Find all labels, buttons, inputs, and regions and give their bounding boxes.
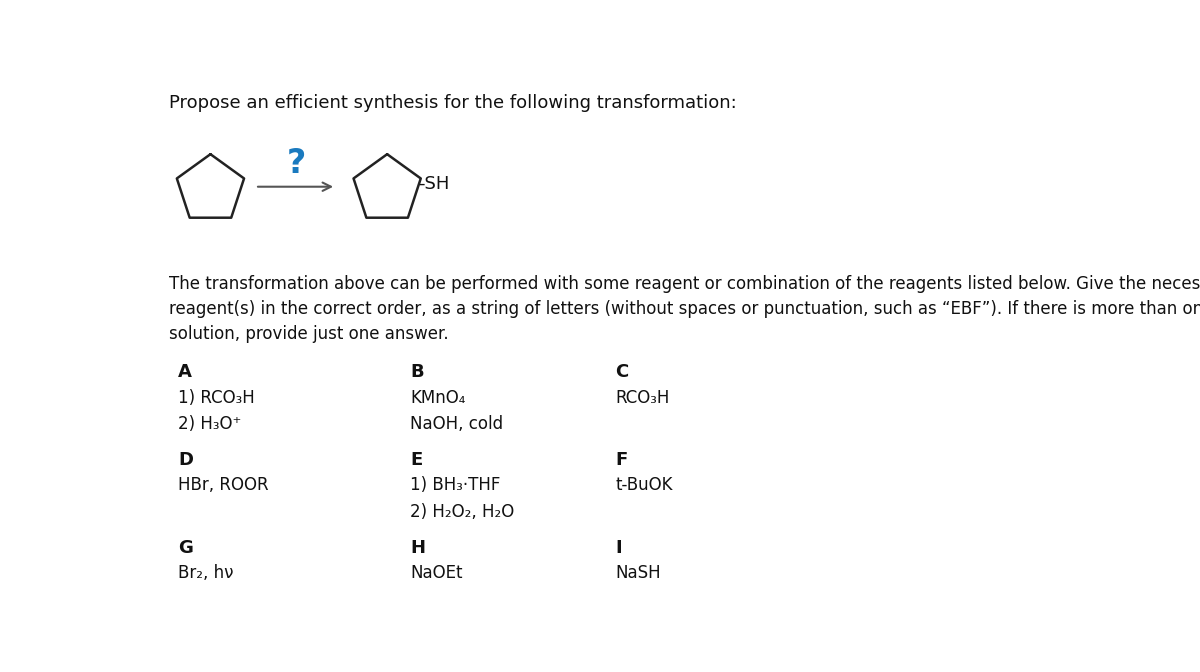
Text: RCO₃H: RCO₃H xyxy=(616,388,670,407)
Text: G: G xyxy=(178,538,193,556)
Text: Propose an efficient synthesis for the following transformation:: Propose an efficient synthesis for the f… xyxy=(168,93,737,112)
Text: A: A xyxy=(178,363,192,380)
Text: B: B xyxy=(410,363,424,380)
Text: t-BuOK: t-BuOK xyxy=(616,476,672,495)
Text: HBr, ROOR: HBr, ROOR xyxy=(178,476,269,495)
Text: H: H xyxy=(410,538,426,556)
Text: 1) BH₃·THF
2) H₂O₂, H₂O: 1) BH₃·THF 2) H₂O₂, H₂O xyxy=(410,476,515,521)
Text: E: E xyxy=(410,451,422,468)
Text: KMnO₄
NaOH, cold: KMnO₄ NaOH, cold xyxy=(410,388,504,433)
Text: NaOEt: NaOEt xyxy=(410,564,463,583)
Text: F: F xyxy=(616,451,628,468)
Text: C: C xyxy=(616,363,629,380)
Text: Br₂, hν: Br₂, hν xyxy=(178,564,233,583)
Text: The transformation above can be performed with some reagent or combination of th: The transformation above can be performe… xyxy=(168,275,1200,343)
Text: 1) RCO₃H
2) H₃O⁺: 1) RCO₃H 2) H₃O⁺ xyxy=(178,388,254,433)
Text: ?: ? xyxy=(287,147,306,180)
Text: NaSH: NaSH xyxy=(616,564,661,583)
Text: D: D xyxy=(178,451,193,468)
Text: I: I xyxy=(616,538,622,556)
Text: -SH: -SH xyxy=(418,175,449,193)
